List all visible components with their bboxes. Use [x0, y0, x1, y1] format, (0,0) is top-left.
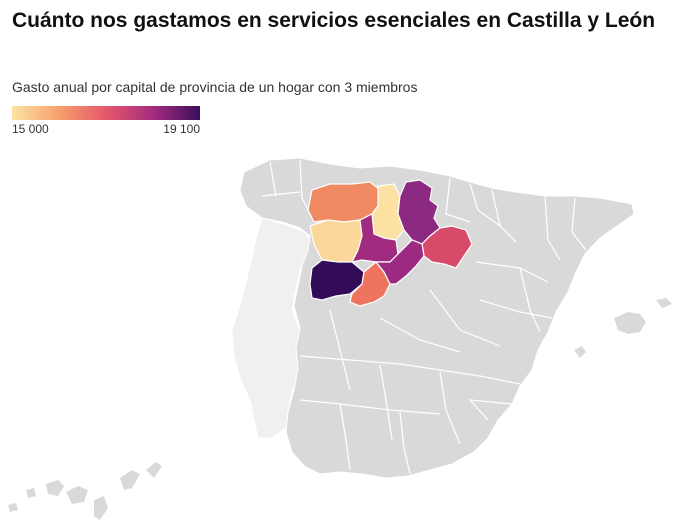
canary-island-1	[8, 503, 18, 512]
canary-island-2	[26, 488, 36, 498]
legend-gradient-bar	[12, 106, 200, 120]
canary-island-7	[146, 462, 162, 478]
province-segovia	[374, 239, 425, 285]
legend-max-label: 19 100	[163, 122, 200, 136]
map-subtitle: Gasto anual por capital de provincia de …	[12, 79, 418, 95]
menorca-shape	[656, 298, 672, 308]
legend-min-label: 15 000	[12, 122, 49, 136]
mallorca-shape	[614, 312, 646, 334]
province-borders	[261, 159, 587, 475]
canary-island-3	[46, 480, 64, 496]
canary-island-6	[120, 470, 140, 490]
province-salamanca	[309, 259, 365, 301]
ibiza-shape	[574, 346, 586, 358]
legend-labels: 15 000 19 100	[12, 122, 202, 138]
color-legend: 15 000 19 100	[12, 106, 202, 138]
map-title: Cuánto nos gastamos en servicios esencia…	[12, 9, 656, 32]
canary-island-5	[94, 496, 108, 520]
canary-island-4	[66, 486, 88, 504]
